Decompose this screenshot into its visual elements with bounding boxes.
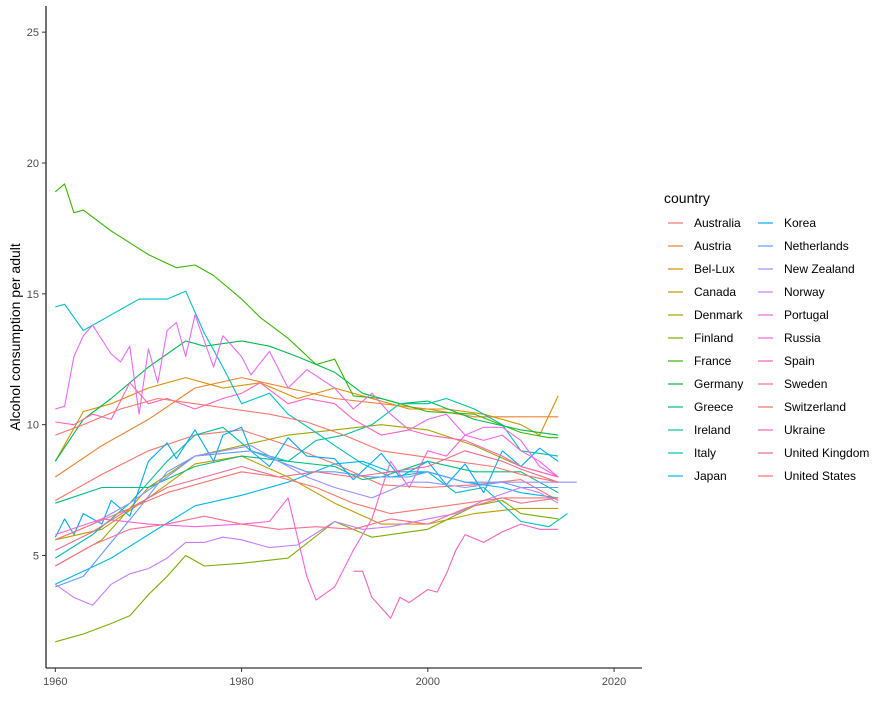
legend-label-norway: Norway [784, 285, 825, 299]
series-line-united-states [55, 471, 559, 541]
series-line-denmark [55, 424, 559, 567]
series-line-finland [55, 499, 559, 643]
legend-label-finland: Finland [694, 331, 733, 345]
legend-label-spain: Spain [784, 354, 815, 368]
series-line-spain [55, 382, 559, 478]
legend-label-ukraine: Ukraine [784, 423, 826, 437]
series-line-russia [55, 434, 559, 601]
x-tick-label-2000: 2000 [416, 676, 440, 688]
x-tick-label-2020: 2020 [602, 676, 626, 688]
y-axis-ticks: 5 10 15 20 25 [27, 27, 46, 562]
legend-label-portugal: Portugal [784, 308, 829, 322]
legend-label-new-zealand: New Zealand [784, 262, 855, 276]
x-tick-label-1960: 1960 [43, 676, 67, 688]
series-line-bel-lux [54, 377, 559, 462]
legend-label-germany: Germany [694, 377, 743, 391]
y-axis-title: Alcohol consumption per adult [7, 243, 23, 431]
plot-series [54, 183, 577, 643]
series-line-netherlands [55, 450, 559, 588]
y-tick-label-5: 5 [33, 550, 39, 562]
y-tick-label-10: 10 [27, 420, 39, 432]
series-line-sweden [55, 497, 559, 567]
series-line-germany [54, 340, 559, 462]
legend-label-greece: Greece [694, 400, 734, 414]
legend-label-sweden: Sweden [784, 377, 827, 391]
series-line-australia [55, 429, 559, 501]
legend-label-denmark: Denmark [694, 308, 744, 322]
legend-label-switzerland: Switzerland [784, 400, 846, 414]
legend-label-japan: Japan [694, 469, 727, 483]
series-line-greece [55, 455, 559, 504]
legend-label-russia: Russia [784, 331, 821, 345]
series-line-japan [55, 460, 559, 585]
legend-label-united-kingdom: United Kingdom [784, 446, 869, 460]
y-tick-label-25: 25 [27, 27, 39, 39]
series-line-korea [54, 426, 559, 538]
legend-label-bel-lux: Bel-Lux [694, 262, 735, 276]
x-axis-ticks: 1960 1980 2000 2020 [43, 668, 626, 688]
legend-label-ireland: Ireland [694, 423, 731, 437]
series-line-ireland [55, 397, 559, 559]
legend-label-united-states: United States [784, 469, 856, 483]
legend-label-netherlands: Netherlands [784, 239, 849, 253]
series-line-ukraine [353, 523, 559, 619]
legend: Australia Austria Bel-Lux Canada Denmark Finl… [668, 216, 869, 483]
legend-label-canada: Canada [694, 285, 736, 299]
series-line-switzerland [55, 397, 559, 483]
legend-title: country [664, 190, 710, 206]
series-line-canada [55, 455, 559, 541]
series-line-united-kingdom [55, 450, 559, 551]
series-line-portugal [55, 314, 559, 478]
legend-label-italy: Italy [694, 446, 716, 460]
series-line-france [54, 183, 559, 439]
y-tick-label-15: 15 [27, 289, 39, 301]
legend-label-france: France [694, 354, 732, 368]
series-line-italy [55, 290, 568, 528]
series-line-new-zealand [55, 445, 577, 541]
x-tick-label-1980: 1980 [229, 676, 253, 688]
y-tick-label-20: 20 [27, 158, 39, 170]
legend-label-australia: Australia [694, 216, 741, 230]
legend-label-austria: Austria [694, 239, 732, 253]
legend-label-korea: Korea [784, 216, 816, 230]
